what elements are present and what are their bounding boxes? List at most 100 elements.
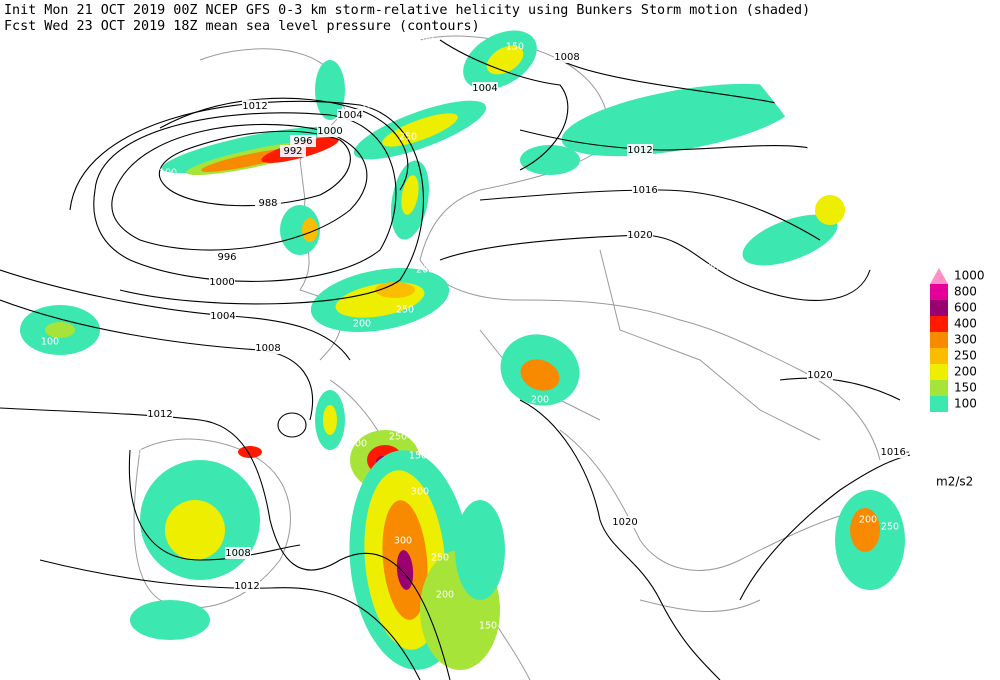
label-bg — [225, 547, 251, 559]
shade-patch — [382, 113, 458, 147]
isobars — [0, 39, 911, 680]
isobar-label: 1008 — [225, 548, 250, 559]
helicity-label: 150 — [479, 621, 497, 632]
legend-swatch — [930, 380, 948, 396]
helicity-label: 200 — [341, 637, 359, 648]
helicity-label: 250 — [431, 553, 449, 564]
legend-swatch — [930, 300, 948, 316]
legend-triangle — [930, 268, 948, 284]
helicity-label: 250 — [359, 645, 377, 656]
header-line: Init Mon 21 OCT 2019 00Z NCEP GFS 0-3 km… — [4, 3, 810, 18]
helicity-label: 250 — [399, 132, 417, 143]
helicity-label: 300 — [411, 487, 429, 498]
isobar-label: 996 — [293, 136, 312, 147]
helicity-label: 150 — [361, 100, 379, 111]
helicity-label: 100 — [121, 365, 139, 376]
label-bg — [627, 229, 653, 241]
isobar-label: 1012 — [234, 581, 259, 592]
shade-patch — [520, 359, 560, 391]
label-bg — [290, 135, 316, 147]
label-bg — [255, 342, 281, 354]
isobar-label: 1004 — [337, 110, 362, 121]
shade-patch — [280, 205, 320, 255]
legend-label: 800 — [954, 285, 977, 299]
shade-patch — [561, 83, 799, 157]
projection-mask — [720, 40, 1000, 680]
helicity-label: 100 — [416, 33, 434, 44]
helicity-label: 150 — [409, 451, 427, 462]
shade-patch — [375, 282, 415, 298]
legend-swatch — [930, 396, 948, 412]
shade-patch — [315, 60, 345, 120]
isobar-label: 1020 — [627, 230, 652, 241]
helicity-label: 250 — [389, 432, 407, 443]
label-bg — [242, 100, 268, 112]
legend-swatch — [930, 284, 948, 300]
isobar-label: 1016- — [880, 447, 909, 458]
helicity-label: 150 — [519, 327, 537, 338]
legend-label: 100 — [954, 397, 977, 411]
label-bg — [234, 580, 260, 592]
label-bg — [612, 516, 638, 528]
label-bg — [632, 184, 658, 196]
helicity-label: 200 — [416, 265, 434, 276]
legend-swatch — [930, 348, 948, 364]
legend-label: 400 — [954, 317, 977, 331]
isobar-label: 1016 — [632, 185, 657, 196]
label-bg — [882, 446, 908, 458]
legend-label: 300 — [954, 333, 977, 347]
helicity-label: 250 — [881, 522, 899, 533]
legend-label: 200 — [954, 365, 977, 379]
legend-label: 600 — [954, 301, 977, 315]
shade-patch — [323, 405, 337, 435]
helicity-label: 100 — [41, 337, 59, 348]
isobar-label: 1008 — [554, 52, 579, 63]
isobar-label: 1000 — [317, 126, 342, 137]
helicity-label: 150 — [534, 90, 552, 101]
legend-swatch — [930, 364, 948, 380]
legend-unit: m2/s2 — [936, 475, 973, 489]
label-bg — [317, 125, 343, 137]
label-bg — [337, 109, 363, 121]
legend-label: 150 — [954, 381, 977, 395]
shade-patch — [850, 508, 880, 552]
label-bg — [147, 408, 173, 420]
shade-patch — [130, 600, 210, 640]
helicity-label: 200 — [531, 395, 549, 406]
isobar-label: 1020 — [612, 517, 637, 528]
legend-label: 1000 — [954, 269, 985, 283]
shade-patch — [165, 500, 225, 560]
isobar-label: 1004 — [472, 83, 497, 94]
shade-patch — [486, 45, 524, 75]
header-line: Fcst Wed 23 OCT 2019 18Z mean sea level … — [4, 19, 480, 34]
helicity-label: 300 — [349, 439, 367, 450]
shade-patch — [302, 218, 318, 242]
helicity-label: 250 — [396, 305, 414, 316]
helicity-shading — [20, 30, 905, 670]
helicity-label: 150 — [496, 137, 514, 148]
helicity-label: 100 — [229, 175, 247, 186]
helicity-label: 100 — [704, 201, 722, 212]
label-bg — [255, 197, 281, 209]
helicity-label: 200 — [436, 590, 454, 601]
isobar-label: 1012 — [242, 101, 267, 112]
label-bg — [214, 251, 240, 263]
isobar-label: 1012 — [147, 409, 172, 420]
isobar-label: 1012 — [627, 145, 652, 156]
helicity-label: 150 — [506, 42, 524, 53]
isobar-label: 1008 — [255, 343, 280, 354]
shade-patch — [520, 145, 580, 175]
helicity-label: 200 — [353, 319, 371, 330]
isobar-label: 1020 — [807, 370, 832, 381]
label-bg — [627, 144, 653, 156]
helicity-label: 100 — [124, 447, 142, 458]
shade-patch — [238, 446, 262, 458]
helicity-label: 100 — [159, 168, 177, 179]
helicity-label: 100 — [701, 263, 719, 274]
legend-swatch — [930, 332, 948, 348]
label-bg — [280, 145, 306, 157]
isobar-label: 1000 — [209, 277, 234, 288]
label-bg — [472, 82, 498, 94]
isobar-label: 996 — [217, 252, 236, 263]
legend-swatch — [930, 316, 948, 332]
